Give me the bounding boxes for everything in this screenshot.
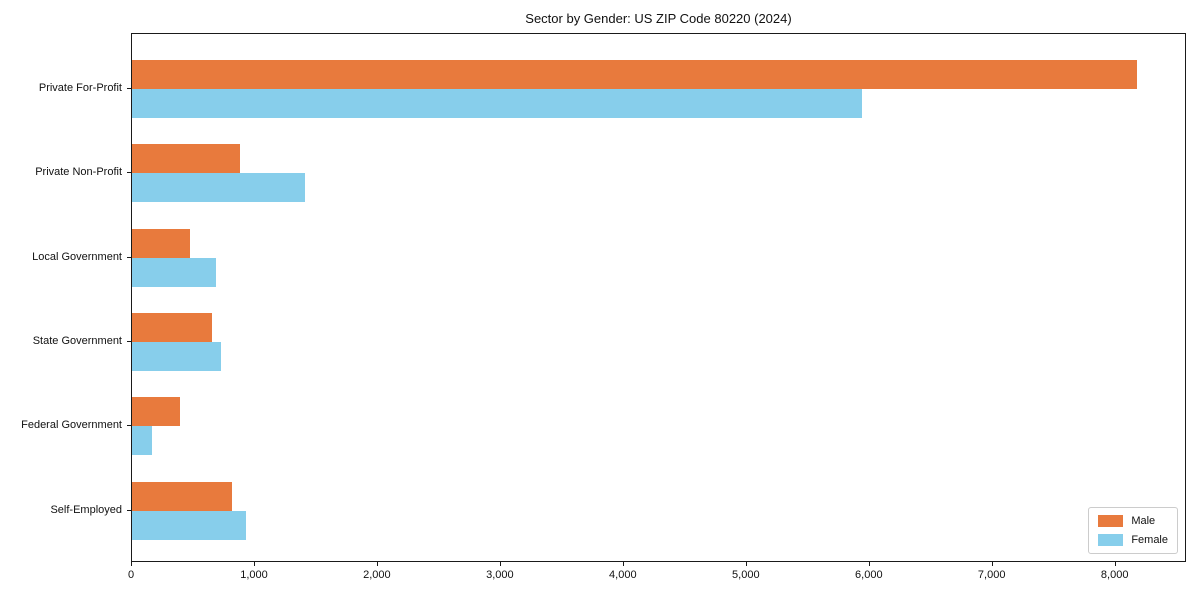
x-axis-tick-label: 4,000 [609, 569, 637, 581]
x-axis-tick [376, 562, 378, 566]
x-axis-tick-label: 0 [127, 569, 135, 581]
bar-female-state-government [132, 341, 221, 371]
y-axis-tick [127, 340, 131, 342]
legend-label-male: Male [1131, 515, 1156, 527]
x-axis-tick [131, 562, 132, 566]
bar-female-federal-government [132, 426, 153, 456]
legend-swatch-male [1098, 515, 1124, 527]
bar-female-private-for-profit [132, 89, 863, 118]
bar-female-private-non-profit [132, 173, 306, 203]
legend-entry-male: Male [1098, 515, 1168, 527]
x-axis-tick [499, 562, 501, 566]
x-axis-tick [868, 562, 870, 566]
y-axis-tick [127, 425, 131, 427]
y-axis-category-label: Federal Government [21, 419, 122, 432]
bar-female-local-government [132, 257, 217, 287]
bar-male-private-for-profit [132, 60, 1137, 89]
x-axis-tick-label: 8,000 [1100, 569, 1129, 581]
y-axis-tick [127, 256, 131, 258]
y-axis-category-label: State Government [32, 334, 122, 347]
bar-male-federal-government [132, 397, 180, 427]
y-axis-tick [127, 509, 131, 511]
y-axis-category-label: Self-Employed [50, 503, 122, 516]
chart-title: Sector by Gender: US ZIP Code 80220 (202… [525, 11, 792, 26]
bar-male-local-government [132, 228, 190, 258]
x-axis-tick-label: 6,000 [855, 569, 883, 581]
x-axis-tick [254, 562, 255, 566]
legend-swatch-female [1098, 534, 1124, 546]
bar-male-state-government [132, 312, 212, 342]
y-axis-tick [127, 88, 131, 89]
legend-label-female: Female [1131, 534, 1168, 546]
x-axis-tick [1114, 562, 1116, 566]
x-axis-tick-label: 3,000 [486, 569, 514, 581]
x-axis-tick-label: 7,000 [977, 569, 1006, 581]
y-axis-tick [127, 172, 131, 174]
x-axis-tick [991, 562, 993, 566]
y-axis-category-label: Private Non-Profit [35, 166, 122, 179]
y-axis-category-label: Private For-Profit [38, 82, 122, 94]
bar-male-self-employed [132, 481, 233, 511]
legend-entry-female: Female [1098, 534, 1168, 546]
x-axis-tick [622, 562, 624, 566]
y-axis-category-label: Local Government [32, 250, 122, 263]
bar-female-self-employed [132, 510, 246, 540]
x-axis-tick [745, 562, 747, 566]
legend: Male Female [1088, 507, 1178, 554]
plot-area: Male Female [131, 33, 1186, 562]
x-axis-tick-label: 2,000 [363, 569, 391, 581]
x-axis-tick-label: 5,000 [732, 569, 760, 581]
bar-male-private-non-profit [132, 144, 240, 174]
x-axis-tick-label: 1,000 [240, 569, 268, 581]
